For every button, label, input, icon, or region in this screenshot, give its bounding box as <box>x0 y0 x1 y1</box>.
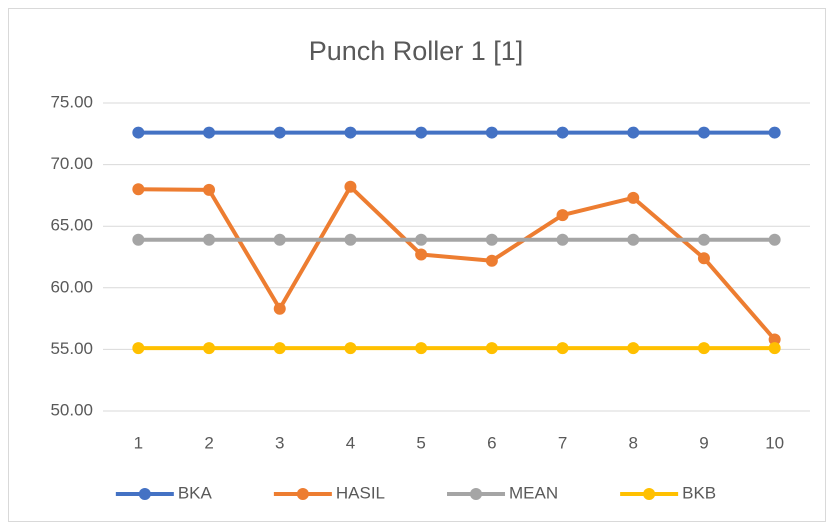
data-point <box>132 233 145 246</box>
data-point <box>768 126 781 139</box>
legend-label: MEAN <box>509 483 558 502</box>
data-point <box>768 342 781 355</box>
x-tick-label: 4 <box>346 433 355 452</box>
data-point <box>273 342 286 355</box>
data-point <box>344 126 357 139</box>
data-point <box>132 342 145 355</box>
data-point <box>415 233 428 246</box>
data-point <box>697 342 710 355</box>
x-tick-label: 1 <box>134 433 143 452</box>
x-tick-label: 10 <box>765 433 784 452</box>
data-point <box>627 342 640 355</box>
legend-marker <box>138 488 151 500</box>
y-tick-label: 70.00 <box>50 154 93 173</box>
data-point <box>132 183 145 196</box>
data-point <box>697 252 710 265</box>
data-point <box>768 233 781 246</box>
x-tick-label: 7 <box>558 433 567 452</box>
data-point <box>415 248 428 261</box>
y-tick-label: 75.00 <box>50 92 93 111</box>
data-point <box>768 333 781 346</box>
data-point <box>273 126 286 139</box>
y-tick-label: 50.00 <box>50 400 93 419</box>
data-point <box>556 209 569 222</box>
data-point <box>132 126 145 139</box>
y-tick-label: 65.00 <box>50 216 93 235</box>
x-tick-label: 5 <box>416 433 425 452</box>
legend-label: HASIL <box>336 483 385 502</box>
data-point <box>273 302 286 315</box>
series-line <box>138 184 777 341</box>
data-point <box>415 126 428 139</box>
data-point <box>556 126 569 139</box>
data-point <box>627 126 640 139</box>
data-point <box>415 342 428 355</box>
data-point <box>556 233 569 246</box>
y-tick-label: 55.00 <box>50 339 93 358</box>
data-point <box>344 180 357 193</box>
data-point <box>344 342 357 355</box>
data-point <box>273 233 286 246</box>
data-point <box>627 233 640 246</box>
data-point <box>485 254 498 267</box>
legend-label: BKB <box>682 483 716 502</box>
data-point <box>485 233 498 246</box>
data-point <box>344 233 357 246</box>
chart-title: Punch Roller 1 [1] <box>309 36 524 66</box>
data-point <box>485 342 498 355</box>
x-tick-label: 8 <box>629 433 638 452</box>
data-point <box>203 233 216 246</box>
data-point <box>627 191 640 204</box>
data-point <box>485 126 498 139</box>
y-tick-label: 60.00 <box>50 277 93 296</box>
legend-marker <box>643 488 656 500</box>
x-tick-label: 2 <box>204 433 213 452</box>
legend-label: BKA <box>178 483 213 502</box>
data-point <box>203 126 216 139</box>
data-point <box>697 126 710 139</box>
x-tick-label: 6 <box>487 433 496 452</box>
legend-marker <box>470 488 483 500</box>
legend-marker <box>296 488 309 500</box>
data-point <box>203 183 216 196</box>
data-point <box>203 342 216 355</box>
data-point <box>697 233 710 246</box>
x-tick-label: 3 <box>275 433 284 452</box>
chart-frame <box>8 8 826 522</box>
data-point <box>556 342 569 355</box>
x-tick-label: 9 <box>699 433 708 452</box>
